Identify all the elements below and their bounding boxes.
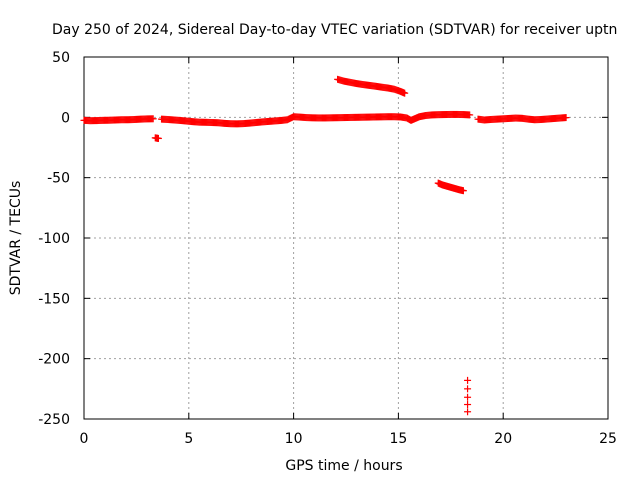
y-tick-label: -200 <box>38 352 70 368</box>
axis-ticks: 0 5 10 15 20 25 50 0 -50 -100 -150 -200 -250 <box>38 50 617 447</box>
data-point <box>148 115 156 123</box>
data-point <box>464 408 472 416</box>
x-tick-label: 20 <box>494 431 512 447</box>
data-point <box>464 393 472 401</box>
data-point <box>464 376 472 384</box>
y-tick-label: 0 <box>61 110 70 126</box>
chart-title: Day 250 of 2024, Sidereal Day-to-day VTE… <box>52 22 617 38</box>
x-tick-label: 5 <box>184 431 193 447</box>
data-points <box>80 75 570 416</box>
data-point <box>154 134 162 142</box>
data-point <box>465 111 473 119</box>
data-point <box>459 187 467 195</box>
y-tick-label: -100 <box>38 231 70 247</box>
data-point <box>464 385 472 393</box>
y-tick-label: 50 <box>52 50 70 66</box>
x-tick-label: 0 <box>80 431 89 447</box>
data-point <box>561 114 569 122</box>
y-tick-label: -150 <box>38 291 70 307</box>
y-tick-label: -250 <box>38 412 70 428</box>
data-point <box>464 401 472 409</box>
y-axis-label: SDTVAR / TECUs <box>8 181 24 296</box>
x-tick-label: 10 <box>285 431 303 447</box>
x-tick-label: 25 <box>599 431 617 447</box>
grid <box>84 57 608 419</box>
data-point <box>400 89 408 97</box>
x-tick-label: 15 <box>389 431 407 447</box>
x-axis-label: GPS time / hours <box>285 458 402 474</box>
y-tick-label: -50 <box>47 171 70 187</box>
